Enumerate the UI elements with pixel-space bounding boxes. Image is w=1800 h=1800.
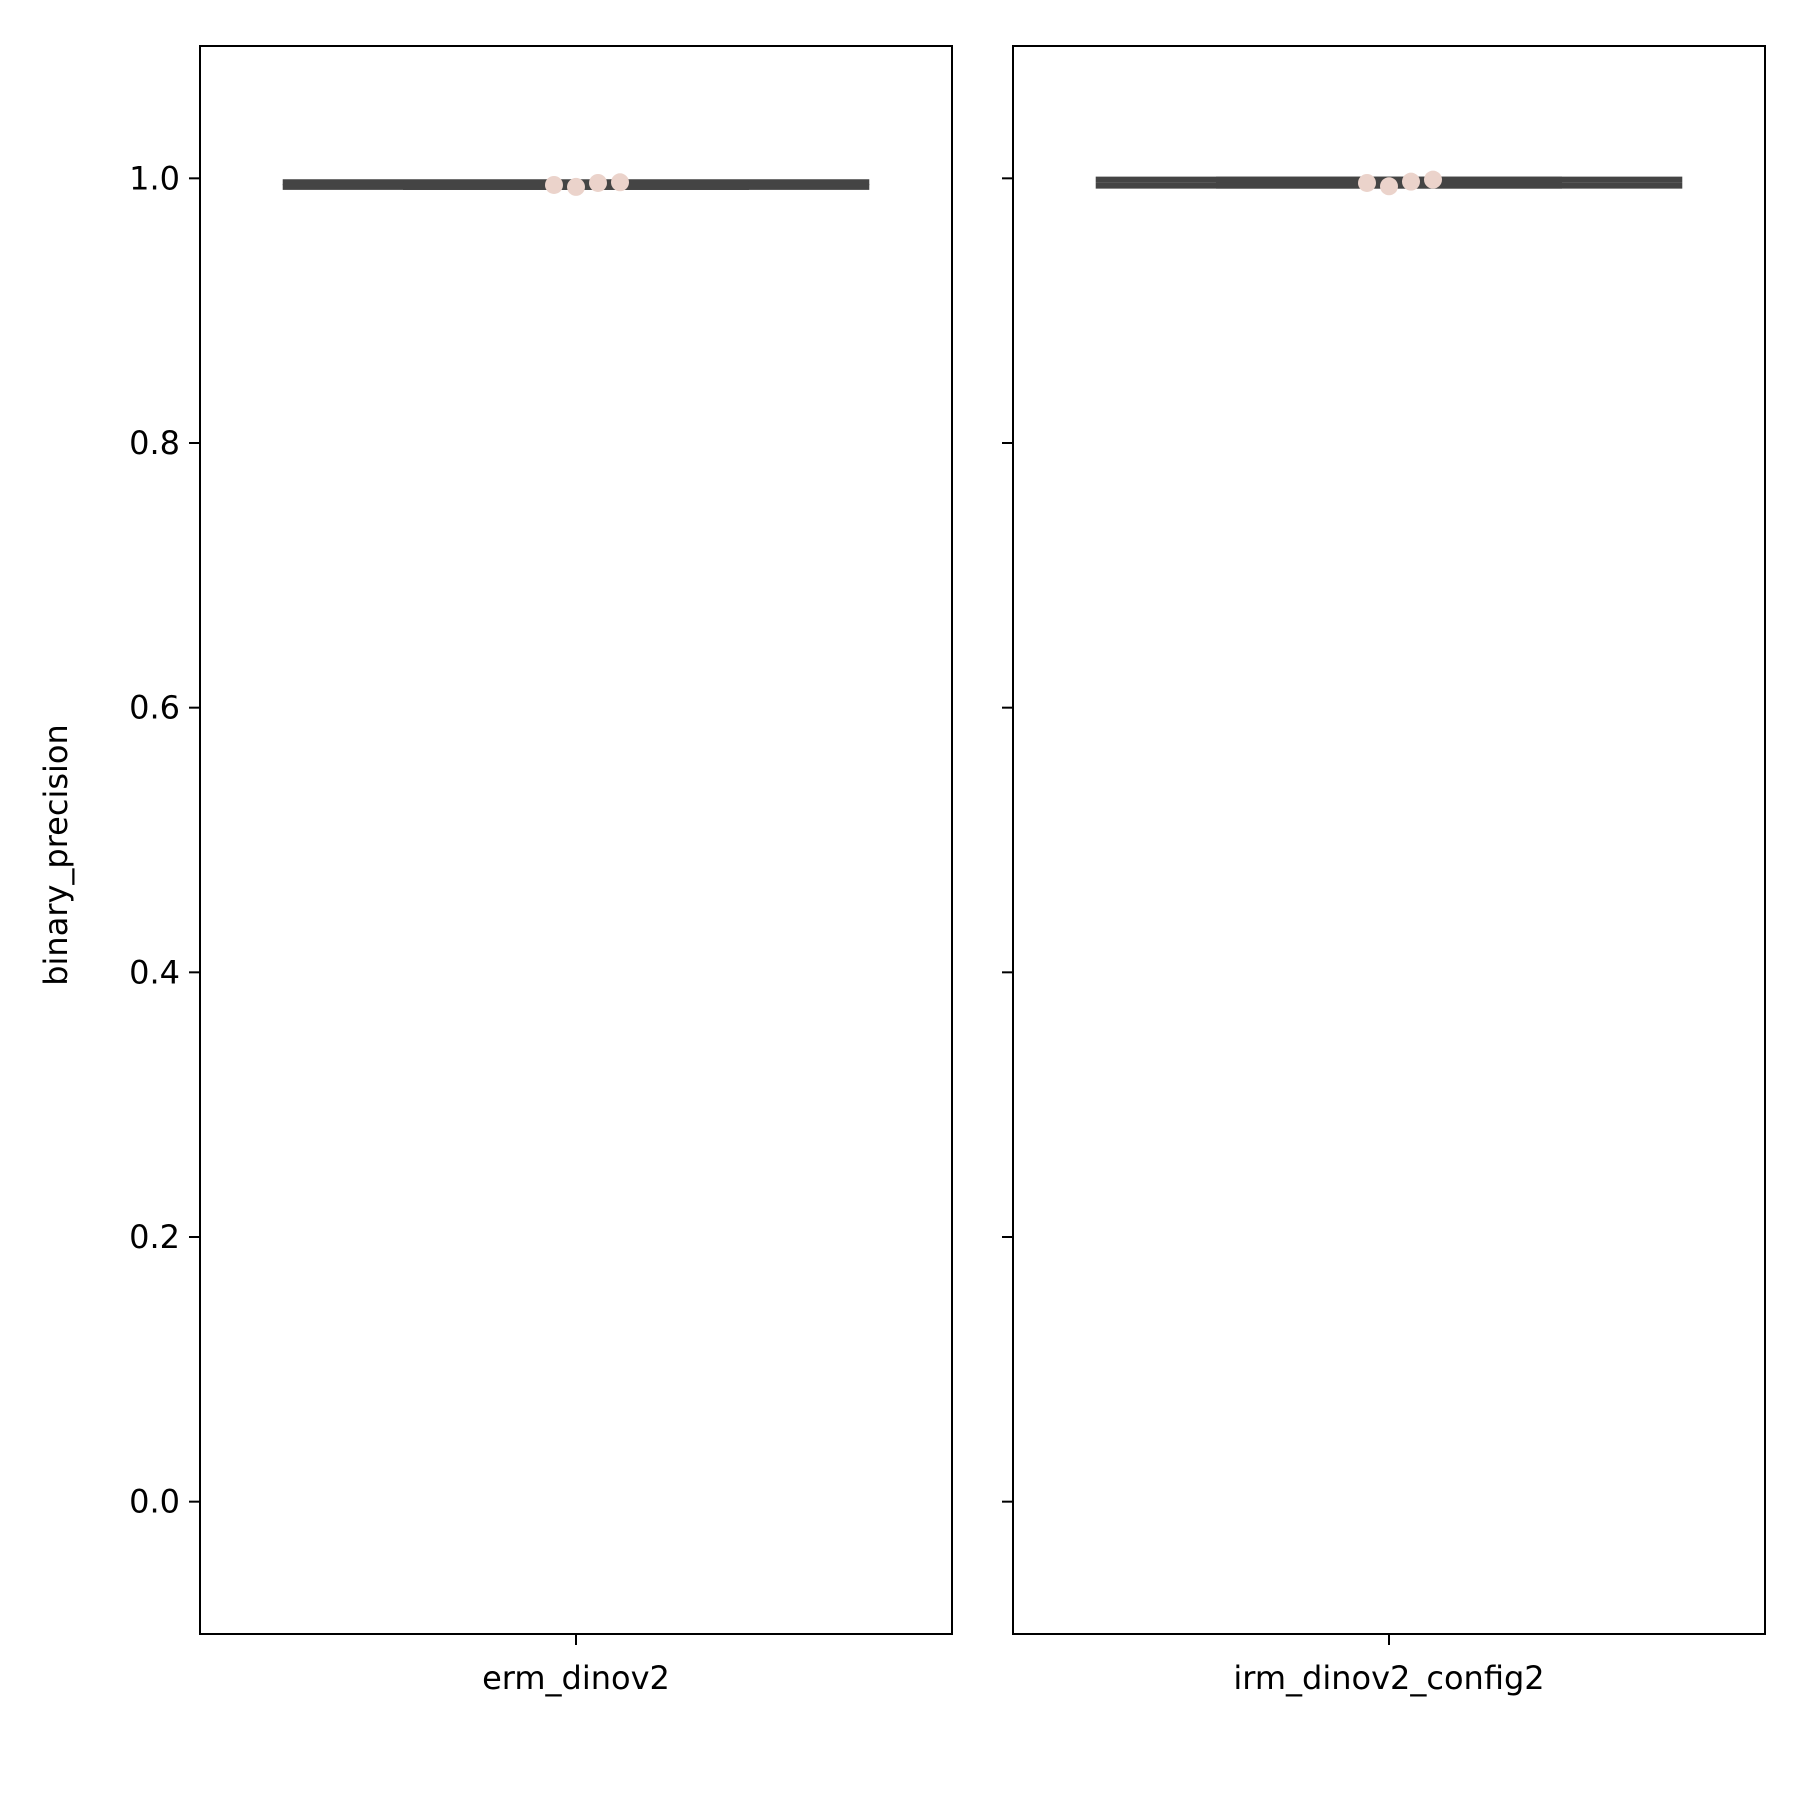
data-point — [545, 175, 563, 194]
panels: 0.0 0.2 0.4 0.6 0.8 1.0 erm_dinov2 irm_dinov2_c… — [129, 45, 1766, 1697]
y-axis-label: binary_precision — [37, 724, 75, 986]
data-point — [589, 173, 607, 192]
x-tick-label: irm_dinov2_config2 — [1233, 1659, 1544, 1697]
y-tick-label: 0.6 — [129, 689, 180, 727]
data-point — [1424, 170, 1442, 189]
data-point — [567, 177, 585, 196]
axes-frame — [1012, 45, 1766, 1635]
data-point — [1380, 177, 1398, 196]
y-tick-label: 1.0 — [129, 159, 180, 197]
y-tick-label: 0.4 — [129, 953, 180, 991]
data-point — [1402, 172, 1420, 191]
panel-1: 0.0 0.2 0.4 0.6 0.8 1.0 erm_dinov2 — [129, 45, 953, 1697]
data-point — [611, 173, 629, 192]
y-tick-label: 0.8 — [129, 424, 180, 462]
y-tick-label: 0.0 — [129, 1483, 180, 1521]
data-point — [1358, 173, 1376, 192]
axes-frame — [199, 45, 953, 1635]
y-tick-label: 0.2 — [129, 1218, 180, 1256]
x-tick-label: erm_dinov2 — [482, 1659, 670, 1697]
panel-2: irm_dinov2_config2 — [1002, 45, 1766, 1697]
